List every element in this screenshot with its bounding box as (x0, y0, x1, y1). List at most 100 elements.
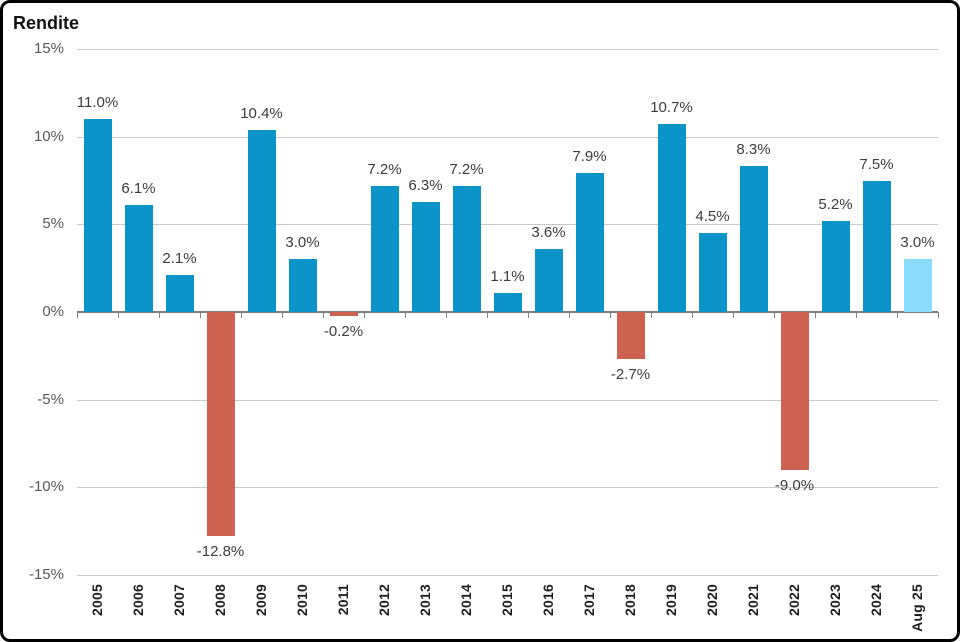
bar-2018 (616, 312, 645, 360)
data-label-2014: 7.2% (449, 160, 484, 178)
bar-2020 (698, 233, 727, 312)
data-label-2018: -2.7% (610, 366, 651, 384)
x-axis-tick (200, 312, 201, 318)
x-axis-label: 2006 (129, 584, 146, 616)
data-label-2005: 11.0% (76, 94, 119, 112)
bar-2008 (206, 312, 235, 537)
bar-2022 (780, 312, 809, 470)
data-label-2022: -9.0% (774, 476, 815, 494)
data-label-2010: 3.0% (285, 234, 320, 252)
gridline (77, 224, 938, 226)
x-axis-tick (610, 312, 611, 318)
bar-2009 (247, 129, 276, 312)
data-label-2012: 7.2% (367, 160, 402, 178)
x-axis-tick (77, 312, 78, 318)
x-axis-tick (651, 312, 652, 318)
x-axis-tick (487, 312, 488, 318)
data-label-2017: 7.9% (572, 148, 607, 166)
data-label-2021: 8.3% (736, 141, 771, 159)
bar-2007 (165, 275, 194, 312)
x-axis-label: 2013 (416, 584, 433, 616)
x-axis-tick (569, 312, 570, 318)
x-axis-label: Aug 25 (908, 584, 925, 632)
data-label-2008: -12.8% (196, 543, 245, 561)
gridline (77, 399, 938, 401)
x-axis-tick (692, 312, 693, 318)
x-axis-tick (323, 312, 324, 318)
x-axis-tick (774, 312, 775, 318)
data-label-2015: 1.1% (490, 267, 525, 285)
gridline (77, 49, 938, 50)
data-label-2009: 10.4% (240, 104, 283, 122)
data-label-2016: 3.6% (531, 223, 566, 241)
bar-2024 (862, 180, 891, 312)
bar-2015 (493, 292, 522, 312)
x-axis-tick (733, 312, 734, 318)
x-axis-tick (282, 312, 283, 318)
x-axis-line (77, 311, 938, 313)
x-axis-label: 2017 (580, 584, 597, 616)
data-label-aug-25: 3.0% (900, 234, 935, 252)
y-axis-tick-label: 10% (33, 127, 64, 145)
y-axis-tick-label: 5% (42, 215, 64, 233)
bar-2012 (370, 185, 399, 312)
gridline (77, 575, 938, 576)
data-label-2024: 7.5% (859, 155, 894, 173)
x-axis-tick (241, 312, 242, 318)
data-label-2020: 4.5% (695, 208, 730, 226)
y-axis-tick-label: -5% (37, 390, 64, 408)
bar-2006 (124, 205, 153, 312)
x-axis-tick (446, 312, 447, 318)
bar-2011 (329, 312, 358, 316)
bar-2013 (411, 201, 440, 312)
bar-2010 (288, 259, 317, 312)
x-axis-tick (815, 312, 816, 318)
y-axis-tick-label: -10% (28, 478, 64, 496)
bar-2016 (534, 248, 563, 312)
chart-title: Rendite (13, 13, 80, 33)
x-axis-label: 2011 (334, 584, 351, 616)
x-axis-label: 2007 (170, 584, 187, 616)
data-label-2006: 6.1% (121, 180, 156, 198)
x-axis-tick (938, 312, 939, 318)
x-axis-label: 2024 (867, 584, 884, 616)
x-axis-tick (528, 312, 529, 318)
x-axis-label: 2019 (662, 584, 679, 616)
x-axis-label: 2005 (88, 584, 105, 616)
bar-2021 (739, 166, 768, 312)
gridline (77, 487, 938, 489)
x-axis-tick (159, 312, 160, 318)
x-axis-tick (118, 312, 119, 318)
y-axis-tick-label: 0% (42, 303, 64, 320)
x-axis-label: 2016 (539, 584, 556, 616)
y-axis-tick-label: -15% (28, 566, 64, 583)
bar-2005 (83, 119, 112, 312)
x-axis-label: 2020 (703, 584, 720, 616)
x-axis-tick (405, 312, 406, 318)
x-axis-label: 2015 (498, 584, 515, 616)
x-axis-label: 2023 (826, 584, 843, 616)
bar-2014 (452, 185, 481, 312)
data-label-2019: 10.7% (650, 99, 693, 117)
x-axis-label: 2014 (457, 584, 474, 616)
x-axis-label: 2010 (293, 584, 310, 616)
gridline (77, 136, 938, 138)
bar-2019 (657, 124, 686, 312)
x-axis-label: 2018 (621, 584, 638, 616)
x-axis-label: 2022 (785, 584, 802, 616)
x-axis-label: 2021 (744, 584, 761, 616)
data-label-2007: 2.1% (162, 250, 197, 268)
bar-aug-25 (903, 259, 932, 312)
x-axis-tick (364, 312, 365, 318)
x-axis-label: 2009 (252, 584, 269, 616)
x-axis-label: 2012 (375, 584, 392, 616)
data-label-2023: 5.2% (818, 195, 853, 213)
bar-2017 (575, 173, 604, 312)
y-axis-tick-label: 15% (33, 40, 64, 57)
x-axis-tick (856, 312, 857, 318)
x-axis-tick (897, 312, 898, 318)
